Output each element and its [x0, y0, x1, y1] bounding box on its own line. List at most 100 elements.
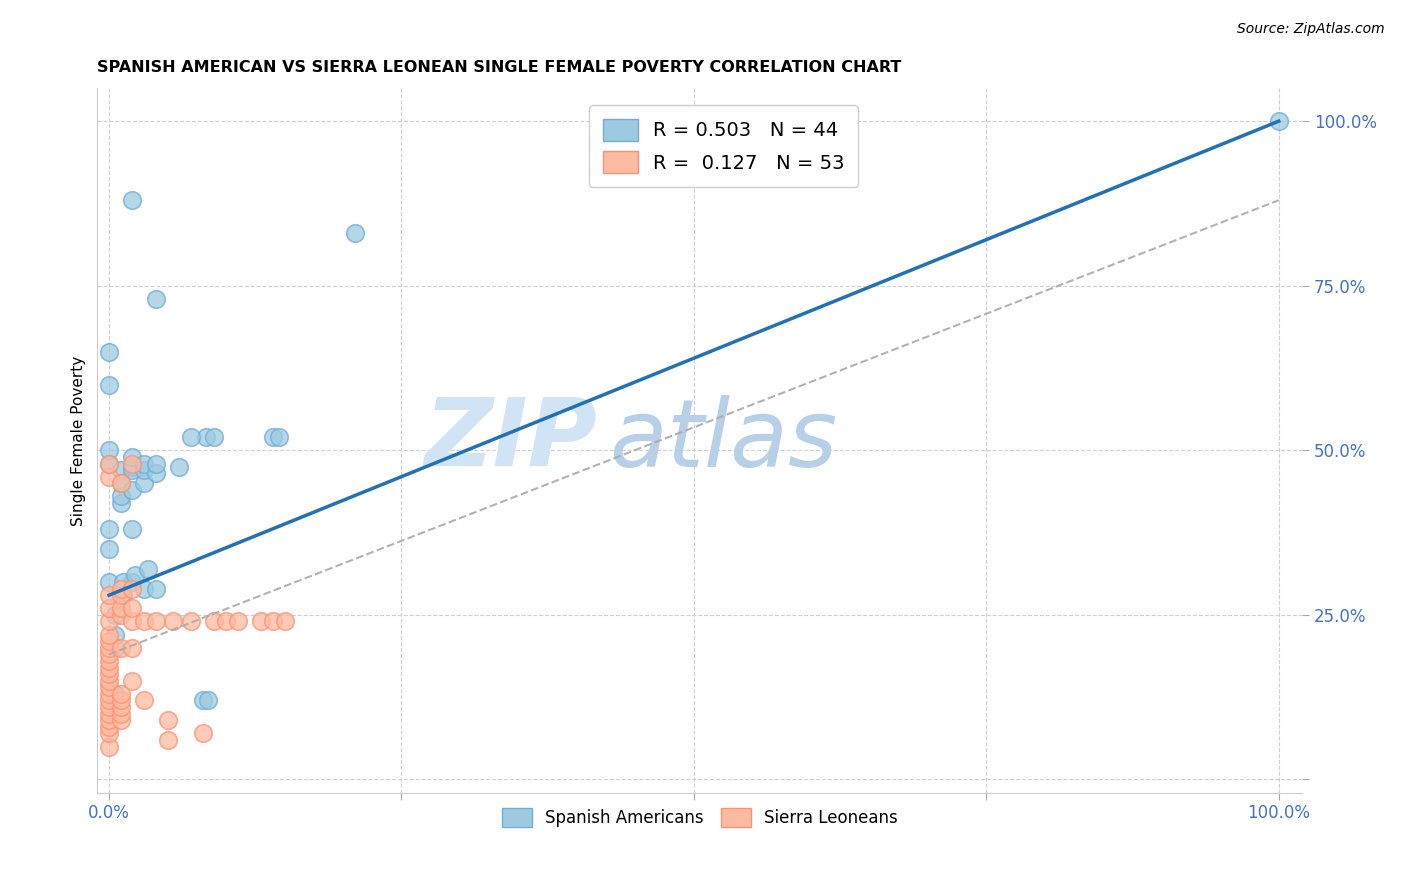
Point — [110, 476, 132, 491]
Point — [121, 450, 143, 464]
Point — [134, 476, 156, 491]
Point — [121, 483, 143, 497]
Point — [121, 459, 143, 474]
Point — [202, 615, 225, 629]
Point — [104, 640, 127, 655]
Point — [98, 700, 121, 714]
Point — [1267, 114, 1289, 128]
Point — [110, 582, 132, 596]
Text: ZIP: ZIP — [425, 394, 598, 486]
Point — [98, 344, 121, 359]
Point — [98, 706, 121, 721]
Point — [134, 615, 156, 629]
Point — [262, 430, 284, 444]
Point — [134, 457, 156, 471]
Point — [121, 457, 143, 471]
Point — [98, 634, 121, 648]
Point — [110, 476, 132, 491]
Point — [110, 706, 132, 721]
Point — [167, 459, 190, 474]
Point — [121, 601, 143, 615]
Point — [98, 542, 121, 557]
Point — [195, 430, 218, 444]
Point — [145, 457, 167, 471]
Point — [104, 628, 127, 642]
Point — [110, 640, 132, 655]
Point — [98, 713, 121, 727]
Point — [180, 430, 202, 444]
Point — [98, 726, 121, 740]
Point — [104, 607, 127, 622]
Point — [98, 628, 121, 642]
Point — [98, 640, 121, 655]
Point — [121, 615, 143, 629]
Point — [191, 726, 214, 740]
Point — [98, 443, 121, 458]
Point — [104, 687, 127, 701]
Text: Source: ZipAtlas.com: Source: ZipAtlas.com — [1237, 22, 1385, 37]
Point — [98, 574, 121, 589]
Point — [267, 430, 290, 444]
Point — [98, 601, 121, 615]
Point — [343, 226, 366, 240]
Point — [121, 574, 143, 589]
Point — [110, 490, 132, 504]
Point — [145, 582, 167, 596]
Point — [98, 457, 121, 471]
Point — [98, 457, 121, 471]
Point — [98, 588, 121, 602]
Y-axis label: Single Female Poverty: Single Female Poverty — [72, 355, 86, 525]
Point — [110, 607, 132, 622]
Point — [98, 654, 121, 668]
Point — [98, 687, 121, 701]
Point — [215, 615, 238, 629]
Point — [98, 522, 121, 536]
Point — [156, 713, 179, 727]
Point — [110, 601, 132, 615]
Point — [134, 582, 156, 596]
Point — [180, 615, 202, 629]
Point — [98, 615, 121, 629]
Point — [110, 713, 132, 727]
Point — [110, 588, 132, 602]
Point — [112, 574, 135, 589]
Point — [110, 687, 132, 701]
Point — [273, 615, 295, 629]
Point — [145, 467, 167, 481]
Point — [162, 615, 184, 629]
Point — [121, 522, 143, 536]
Point — [98, 667, 121, 681]
Point — [110, 496, 132, 510]
Point — [156, 733, 179, 747]
Point — [202, 430, 225, 444]
Point — [121, 463, 143, 477]
Point — [98, 469, 121, 483]
Point — [121, 640, 143, 655]
Point — [197, 693, 219, 707]
Point — [145, 292, 167, 306]
Point — [226, 615, 249, 629]
Point — [262, 615, 284, 629]
Point — [124, 568, 146, 582]
Point — [121, 193, 143, 207]
Point — [250, 615, 273, 629]
Point — [134, 463, 156, 477]
Point — [98, 739, 121, 754]
Point — [134, 693, 156, 707]
Point — [98, 660, 121, 674]
Point — [98, 720, 121, 734]
Point — [112, 588, 135, 602]
Point — [121, 673, 143, 688]
Point — [110, 693, 132, 707]
Point — [98, 681, 121, 695]
Text: atlas: atlas — [609, 395, 838, 486]
Point — [121, 582, 143, 596]
Text: SPANISH AMERICAN VS SIERRA LEONEAN SINGLE FEMALE POVERTY CORRELATION CHART: SPANISH AMERICAN VS SIERRA LEONEAN SINGL… — [97, 60, 901, 75]
Point — [145, 615, 167, 629]
Point — [98, 648, 121, 662]
Point — [191, 693, 214, 707]
Point — [98, 377, 121, 392]
Point — [110, 463, 132, 477]
Legend: Spanish Americans, Sierra Leoneans: Spanish Americans, Sierra Leoneans — [495, 801, 904, 834]
Point — [98, 693, 121, 707]
